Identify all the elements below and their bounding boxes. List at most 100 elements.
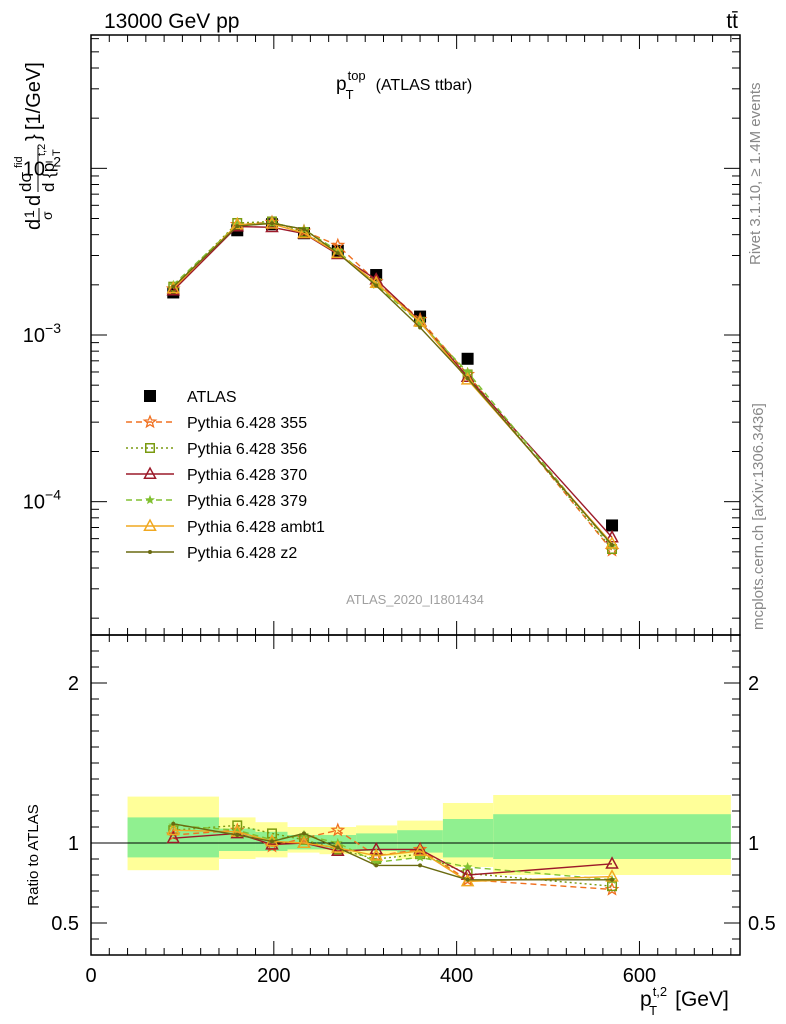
plot-title: ptop T (ATLAS ttbar) bbox=[336, 68, 472, 102]
legend-entry-z2: Pythia 6.428 z2 bbox=[126, 545, 297, 562]
point-z2-5 bbox=[374, 283, 379, 288]
band-inner-5 bbox=[356, 833, 398, 851]
ratio-series-z2 bbox=[171, 821, 615, 882]
ratio-point-p355-6 bbox=[412, 841, 428, 856]
point-data-7 bbox=[461, 352, 474, 365]
ylabel-dsig: dσ bbox=[16, 172, 35, 192]
ratio-point-z2-1 bbox=[235, 833, 240, 837]
point-data-8 bbox=[606, 519, 619, 532]
ratio-point-z2-6 bbox=[418, 863, 423, 868]
ratio-point-z2-8 bbox=[610, 877, 615, 882]
ratio-point-z2-2 bbox=[269, 839, 274, 844]
legend-marker-ambt1 bbox=[143, 518, 157, 531]
y-tick-label-main-2: 10−4 bbox=[23, 487, 61, 514]
ratio-point-p379-7 bbox=[462, 861, 473, 872]
x-tick-label-0: 0 bbox=[85, 965, 96, 987]
ratio-point-ambt1-0 bbox=[166, 822, 181, 836]
ylabel-close: } bbox=[23, 134, 45, 141]
legend-entry-p370: Pythia 6.428 370 bbox=[126, 466, 307, 484]
legend-label-z2: Pythia 6.428 z2 bbox=[187, 545, 297, 562]
y-tick-label-ratio-r-1: 1 bbox=[748, 833, 759, 855]
ratio-line-p355 bbox=[173, 829, 613, 891]
plot-title-p: p bbox=[336, 74, 347, 95]
legend-entry-ambt1: Pythia 6.428 ambt1 bbox=[126, 518, 325, 536]
legend-label-ambt1: Pythia 6.428 ambt1 bbox=[187, 519, 325, 536]
y-tick-label-ratio-l-2: 2 bbox=[68, 673, 79, 695]
plot-title-rest: (ATLAS ttbar) bbox=[376, 77, 473, 94]
xlabel-p: p bbox=[640, 988, 652, 1011]
series-data bbox=[167, 218, 619, 532]
legend-marker-p356 bbox=[145, 443, 155, 453]
point-ambt1-1 bbox=[230, 217, 245, 230]
ratio-point-p370-4 bbox=[331, 843, 345, 856]
band-inner-3 bbox=[287, 835, 320, 850]
series-line-p370 bbox=[172, 225, 613, 538]
point-z2-1 bbox=[235, 224, 240, 229]
xlabel-unit: [GeV] bbox=[675, 988, 729, 1011]
ratio-point-z2-0 bbox=[171, 821, 176, 826]
xlabel-sub: T bbox=[649, 1003, 657, 1018]
xlabel-sup: t,2 bbox=[653, 984, 667, 999]
y-tick-label-ratio-r-2: 2 bbox=[748, 673, 759, 695]
ratio-point-z2-4 bbox=[335, 845, 340, 850]
legend-marker-p370 bbox=[143, 466, 157, 479]
point-z2-2 bbox=[269, 221, 274, 226]
legend-marker-p355 bbox=[142, 414, 158, 429]
ratio-point-p379-6 bbox=[415, 852, 425, 862]
y-tick-label-main-1: 10−3 bbox=[23, 320, 61, 347]
series-line-p356 bbox=[172, 220, 613, 550]
header-left: 13000 GeV pp bbox=[104, 10, 239, 33]
header-right: tt̄ bbox=[726, 10, 738, 33]
legend-marker-data bbox=[144, 390, 156, 402]
plot-title-sup: top bbox=[348, 68, 366, 83]
ylabel-main: d 1 σ d dσ fid d {p t,2 T } [1/GeV] bbox=[13, 62, 63, 230]
ylabel-sigma: σ bbox=[39, 211, 55, 220]
y-tick-label-ratio-l-1: 1 bbox=[68, 833, 79, 855]
ratio-point-z2-5 bbox=[374, 863, 379, 868]
ratio-point-ambt1-5 bbox=[369, 848, 383, 861]
ylabel-d: d bbox=[23, 219, 45, 230]
point-z2-6 bbox=[418, 325, 423, 330]
plot-title-sub: T bbox=[346, 87, 354, 102]
point-ambt1-0 bbox=[166, 281, 181, 294]
ylabel-sup: t,2 bbox=[36, 144, 48, 156]
xlabel: pt,2 T [GeV] bbox=[640, 984, 729, 1018]
ratio-point-z2-7 bbox=[465, 877, 470, 882]
legend-label-p379: Pythia 6.428 379 bbox=[187, 493, 307, 510]
legend-entry-p355: Pythia 6.428 355 bbox=[126, 414, 307, 432]
point-z2-0 bbox=[171, 284, 176, 289]
x-tick-label-2: 400 bbox=[440, 965, 473, 987]
ratio-series bbox=[165, 820, 620, 896]
y-tick-label-ratio-l-0: 0.5 bbox=[51, 913, 79, 935]
series-z2 bbox=[171, 221, 615, 547]
legend-entry-data: ATLAS bbox=[144, 389, 237, 406]
point-z2-4 bbox=[335, 251, 340, 256]
ratio-bands bbox=[91, 795, 740, 875]
legend-entry-p379: Pythia 6.428 379 bbox=[126, 493, 307, 510]
ratio-point-p355-4 bbox=[330, 822, 346, 837]
point-p379-7 bbox=[462, 366, 473, 377]
ratio-point-p379-5 bbox=[371, 857, 381, 867]
band-inner-6 bbox=[397, 830, 443, 853]
ratio-point-z2-3 bbox=[301, 831, 306, 836]
point-z2-3 bbox=[301, 227, 306, 232]
band-inner-7 bbox=[442, 819, 494, 858]
rivet-label: Rivet 3.1.10, ≥ 1.4M events bbox=[747, 83, 764, 266]
x-tick-label-1: 200 bbox=[257, 965, 290, 987]
ylabel-ratio: Ratio to ATLAS bbox=[25, 804, 42, 905]
svg-text:d: d bbox=[23, 219, 45, 230]
ylabel-d2: d bbox=[23, 195, 45, 206]
legend-marker-z2 bbox=[148, 550, 152, 554]
point-ambt1-3 bbox=[297, 225, 311, 239]
legend-label-data: ATLAS bbox=[187, 389, 237, 406]
y-tick-label-ratio-r-0: 0.5 bbox=[748, 913, 776, 935]
point-z2-7 bbox=[465, 376, 470, 381]
x-tick-label-3: 600 bbox=[623, 965, 656, 987]
ratio-point-ambt1-3 bbox=[297, 835, 311, 848]
ratio-point-p370-8 bbox=[605, 856, 619, 869]
ylabel-sub: T bbox=[51, 149, 63, 156]
ratio-point-p370-0 bbox=[166, 830, 181, 844]
main-series bbox=[165, 214, 620, 557]
ylabel-fid: fid bbox=[13, 156, 25, 168]
ylabel-dp: d {p bbox=[39, 163, 58, 192]
